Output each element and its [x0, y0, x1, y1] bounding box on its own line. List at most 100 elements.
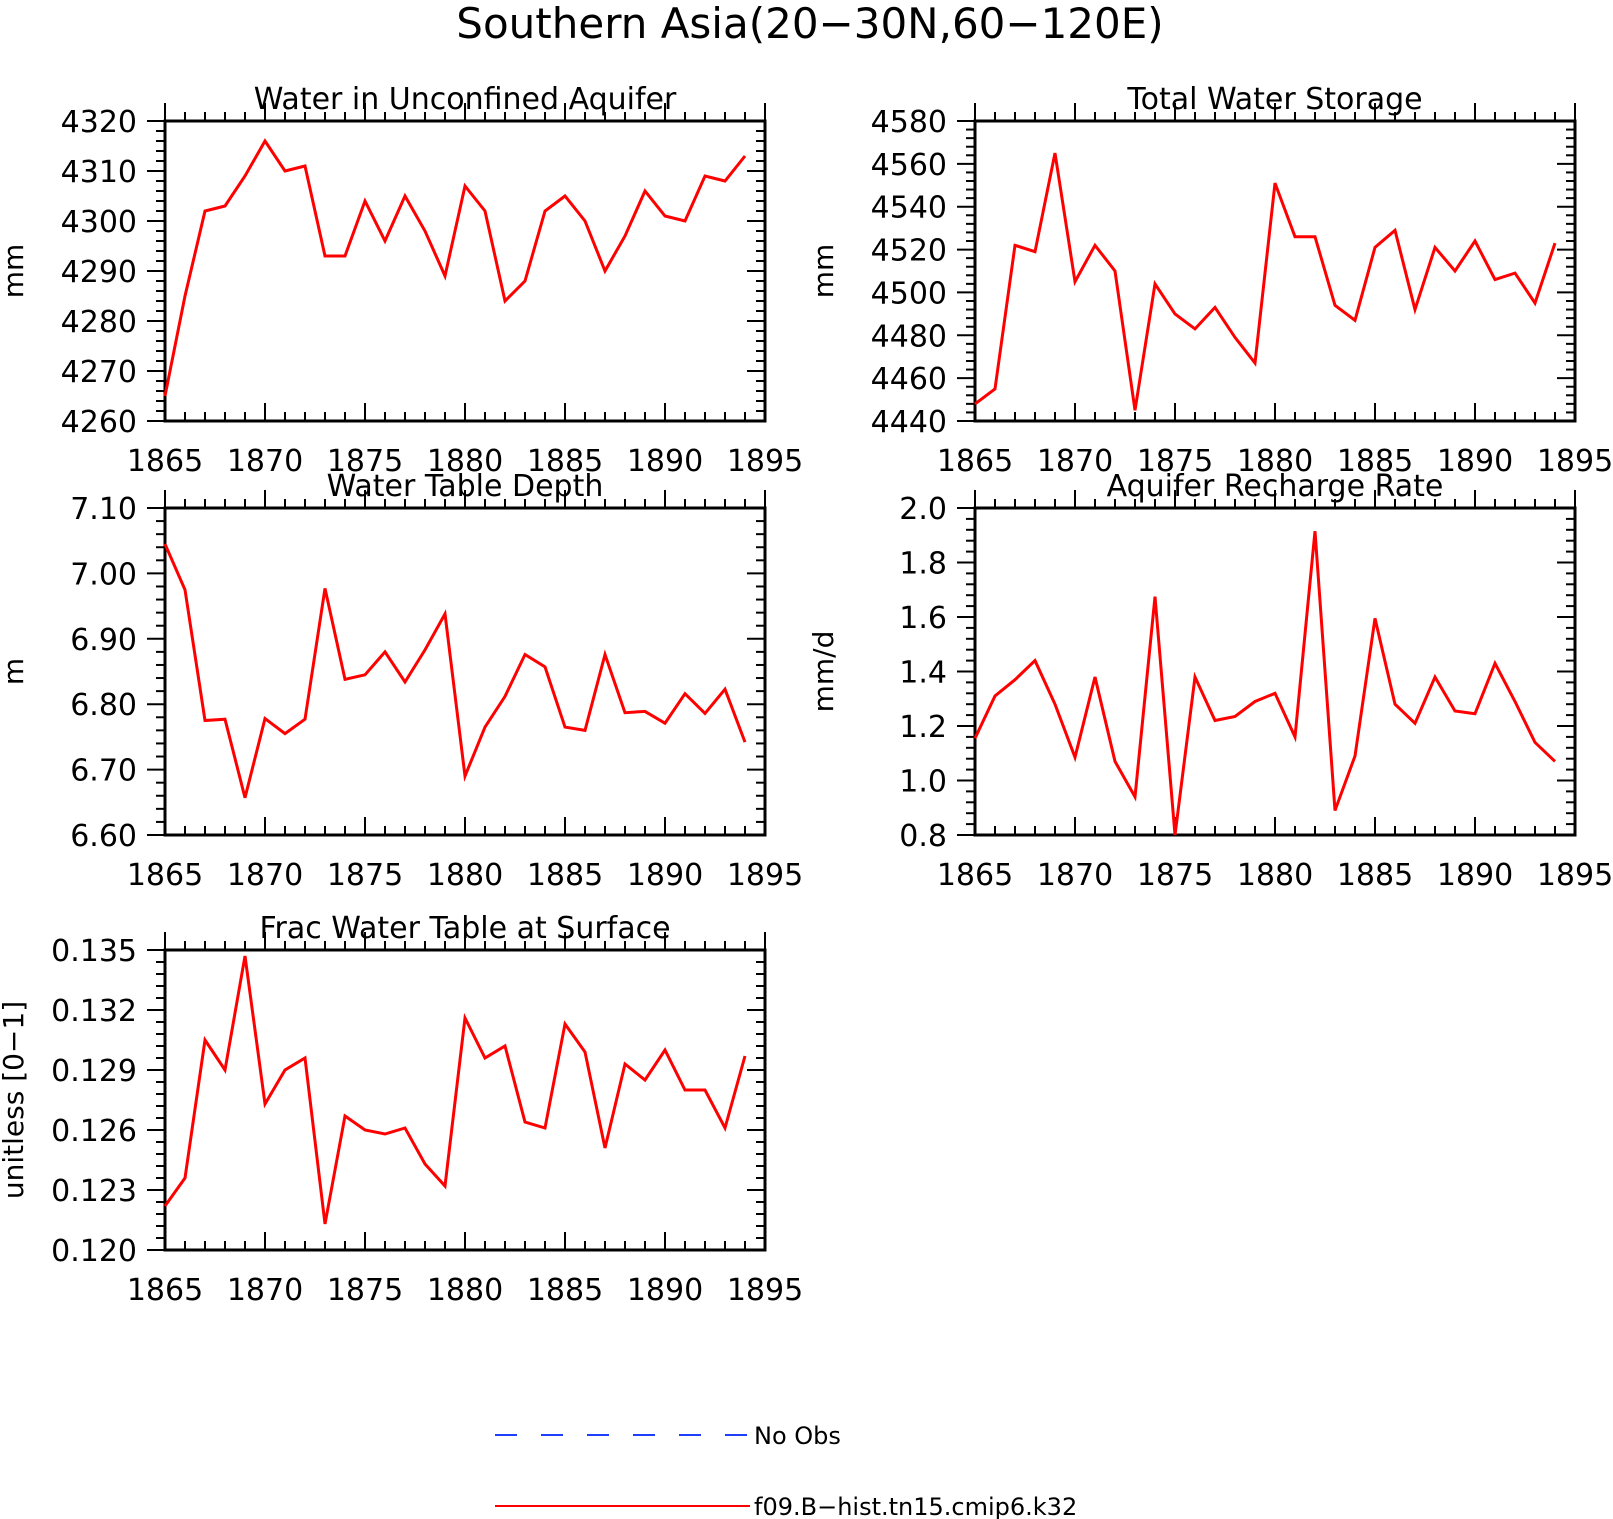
y-tick-label: 4560 [871, 148, 947, 183]
y-axis-label: m [0, 658, 30, 685]
plot-frame [163, 506, 767, 837]
y-tick-label: 4300 [61, 205, 137, 240]
x-tick-label: 1875 [1137, 858, 1213, 893]
x-tick-label: 1870 [1037, 858, 1113, 893]
x-tick-label: 1870 [1037, 444, 1113, 479]
tick-marks [147, 103, 766, 422]
x-tick-label: 1895 [727, 858, 803, 893]
legend-item-obs: No Obs [495, 1422, 841, 1450]
y-tick-label: 1.4 [899, 656, 947, 691]
plot-frame [163, 119, 767, 423]
y-tick-label: 4520 [871, 234, 947, 269]
x-tick-label: 1865 [937, 858, 1013, 893]
series-line [163, 138, 747, 397]
y-tick-label: 7.10 [70, 492, 137, 527]
y-tick-label: 4280 [61, 305, 137, 340]
x-tick-label: 1865 [127, 858, 203, 893]
x-tick-label: 1885 [1337, 858, 1413, 893]
y-tick-label: 4290 [61, 255, 137, 290]
y-axis-label: unitless [0−1] [0, 1001, 30, 1199]
tick-marks [147, 490, 766, 836]
y-axis-label: mm [807, 244, 840, 299]
series-line [974, 152, 1557, 411]
x-tick-label: 1890 [627, 1273, 703, 1308]
x-tick-label: 1870 [227, 444, 303, 479]
y-tick-label: 4440 [871, 405, 947, 440]
y-tick-label: 4270 [61, 355, 137, 390]
y-tick-label: 1.0 [899, 765, 947, 800]
x-tick-label: 1875 [327, 858, 403, 893]
x-tick-label: 1890 [1437, 858, 1513, 893]
x-tick-label: 1875 [327, 444, 403, 479]
x-tick-label: 1865 [127, 444, 203, 479]
x-tick-label: 1895 [727, 444, 803, 479]
y-tick-label: 0.120 [51, 1234, 137, 1269]
x-tick-label: 1875 [327, 1273, 403, 1308]
y-tick-label: 2.0 [899, 492, 947, 527]
x-tick-label: 1890 [627, 444, 703, 479]
y-tick-label: 6.70 [70, 754, 137, 789]
y-tick-label: 0.8 [899, 819, 947, 854]
series-line [973, 531, 1557, 836]
y-tick-label: 6.80 [70, 688, 137, 723]
y-tick-label: 6.60 [70, 819, 137, 854]
y-tick-label: 7.00 [70, 557, 137, 592]
x-tick-label: 1875 [1137, 444, 1213, 479]
x-tick-label: 1865 [127, 1273, 203, 1308]
x-tick-label: 1880 [1237, 444, 1313, 479]
y-tick-label: 4320 [61, 105, 137, 140]
x-tick-label: 1885 [527, 1273, 603, 1308]
y-axis-label: mm/d [807, 631, 840, 713]
y-tick-label: 1.6 [899, 601, 947, 636]
figure-title: Southern Asia(20−30N,60−120E) [456, 0, 1163, 48]
x-tick-label: 1880 [427, 858, 503, 893]
plot-frame [163, 948, 767, 1252]
y-tick-label: 4460 [871, 362, 947, 397]
y-tick-label: 0.123 [51, 1174, 137, 1209]
x-tick-label: 1870 [227, 1273, 303, 1308]
tick-marks [147, 932, 766, 1251]
x-tick-label: 1890 [1437, 444, 1513, 479]
y-tick-label: 1.2 [899, 710, 947, 745]
legend: No Obs f09.B−hist.tn15.cmip6.k32 [495, 1422, 1077, 1519]
x-tick-label: 1885 [1337, 444, 1413, 479]
plot-frame [973, 119, 1577, 423]
y-tick-label: 4260 [61, 405, 137, 440]
legend-label: f09.B−hist.tn15.cmip6.k32 [754, 1493, 1077, 1519]
y-tick-label: 4540 [871, 191, 947, 226]
x-tick-label: 1880 [427, 444, 503, 479]
y-tick-label: 6.90 [70, 623, 137, 658]
y-tick-label: 0.132 [51, 994, 137, 1029]
y-tick-label: 0.126 [51, 1114, 137, 1149]
x-tick-label: 1895 [1537, 444, 1613, 479]
tick-marks [957, 103, 1576, 422]
x-tick-label: 1880 [1237, 858, 1313, 893]
y-tick-label: 0.129 [51, 1054, 137, 1089]
x-tick-label: 1895 [727, 1273, 803, 1308]
x-tick-label: 1885 [527, 444, 603, 479]
x-tick-label: 1895 [1537, 858, 1613, 893]
x-tick-label: 1870 [227, 858, 303, 893]
y-tick-label: 1.8 [899, 547, 947, 582]
y-tick-label: 4500 [871, 276, 947, 311]
x-tick-label: 1880 [427, 1273, 503, 1308]
y-axis-label: mm [0, 244, 30, 299]
y-tick-label: 4310 [61, 155, 137, 190]
y-tick-label: 4480 [871, 319, 947, 354]
legend-label: No Obs [754, 1422, 841, 1450]
tick-marks [957, 490, 1576, 836]
y-tick-label: 0.135 [51, 934, 137, 969]
x-tick-label: 1885 [527, 858, 603, 893]
series-line [163, 955, 747, 1225]
legend-item-model: f09.B−hist.tn15.cmip6.k32 [495, 1493, 1077, 1519]
y-tick-label: 4580 [871, 105, 947, 140]
series-line [163, 543, 747, 799]
x-tick-label: 1865 [937, 444, 1013, 479]
